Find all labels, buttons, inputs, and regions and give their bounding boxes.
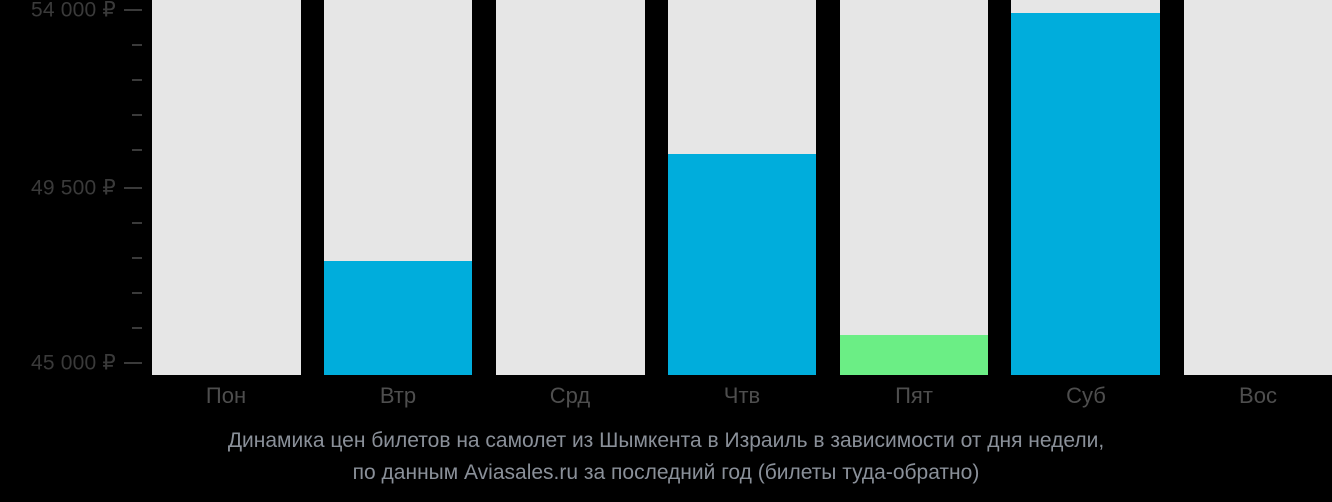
x-tick-label-saturday: Суб (1066, 383, 1106, 408)
y-tick-label: 45 000 ₽ (30, 351, 116, 375)
x-tick-label-sunday: Вос (1239, 383, 1277, 408)
bar-fill-tuesday (324, 261, 472, 375)
bar-fill-thursday (668, 154, 816, 375)
x-tick-label-monday: Пон (205, 383, 247, 408)
x-tick-label-tuesday: Втр (379, 383, 417, 408)
bar-friday[interactable] (840, 0, 988, 375)
caption-line-2: по данным Aviasales.ru за последний год … (352, 461, 980, 484)
bar-tuesday[interactable] (324, 0, 472, 375)
y-tick-mark (124, 187, 142, 189)
bars-layer (152, 0, 1332, 375)
y-axis: 54 000 ₽ 49 500 ₽ 45 000 ₽ (0, 0, 152, 375)
bar-fill-friday (840, 335, 988, 375)
y-tick-mark (132, 44, 142, 46)
y-tick-mark (132, 149, 142, 151)
y-tick-mark (124, 9, 142, 11)
chart-plot-area: 54 000 ₽ 49 500 ₽ 45 000 ₽ (0, 0, 1332, 375)
chart-caption: Динамика цен билетов на самолет из Шымке… (0, 425, 1332, 489)
y-tick-mark (132, 257, 142, 259)
bar-wednesday[interactable] (496, 0, 645, 375)
y-tick-label: 54 000 ₽ (30, 0, 116, 22)
y-tick-label: 49 500 ₽ (30, 176, 116, 200)
y-tick-mark (124, 362, 142, 364)
y-tick-mark (132, 222, 142, 224)
bar-monday[interactable] (152, 0, 301, 375)
bar-saturday[interactable] (1011, 0, 1160, 375)
x-tick-label-wednesday: Срд (549, 383, 591, 408)
y-tick-mark (132, 292, 142, 294)
bar-sunday[interactable] (1184, 0, 1332, 375)
x-axis: Пон Втр Срд Чтв Пят Суб Вос (0, 375, 1332, 420)
caption-line-1: Динамика цен билетов на самолет из Шымке… (227, 429, 1105, 452)
y-tick-mark (132, 327, 142, 329)
x-tick-label-thursday: Чтв (723, 383, 761, 408)
bar-fill-saturday (1011, 13, 1160, 375)
y-tick-mark (132, 114, 142, 116)
bar-thursday[interactable] (668, 0, 816, 375)
y-tick-mark (132, 79, 142, 81)
x-tick-label-friday: Пят (895, 383, 933, 408)
